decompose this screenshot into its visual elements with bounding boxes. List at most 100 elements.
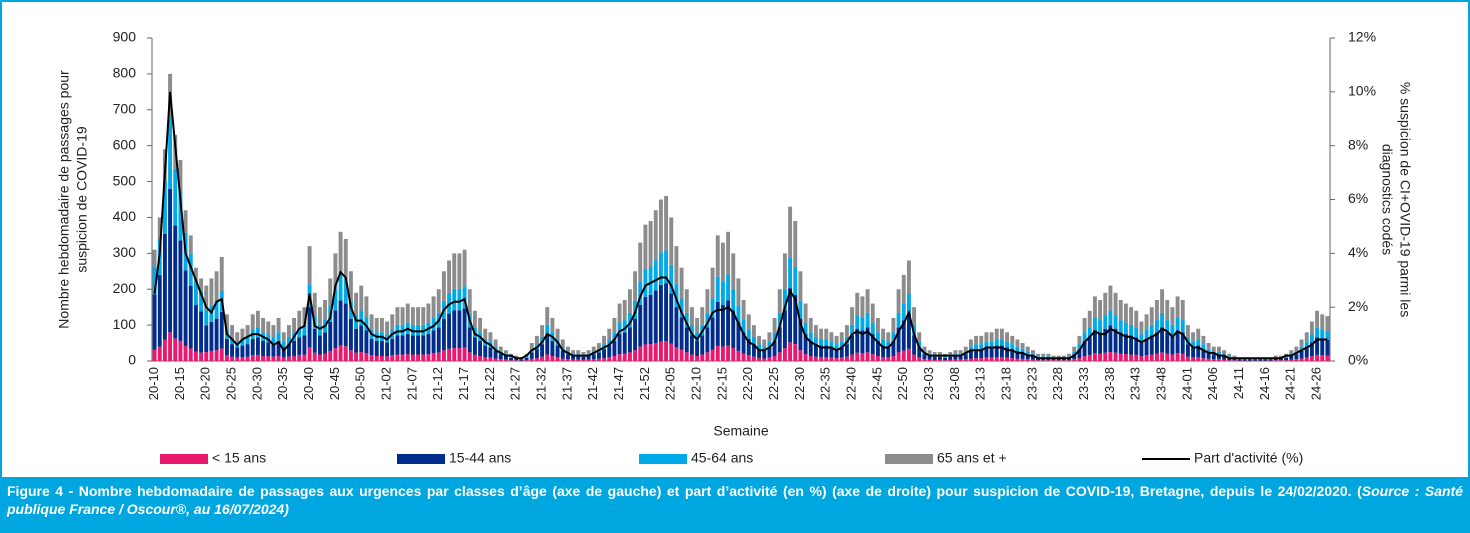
bar-segment <box>1067 360 1072 361</box>
bar-segment <box>560 350 565 359</box>
bar-segment <box>1284 356 1289 358</box>
bar-segment <box>1170 335 1175 355</box>
bar-segment <box>979 358 984 361</box>
bar-segment <box>359 310 364 326</box>
bar-segment <box>250 338 255 356</box>
bar-segment <box>178 190 183 241</box>
bar-segment <box>669 343 674 361</box>
bar-segment <box>829 332 834 342</box>
bar-segment <box>1046 356 1051 358</box>
bar-segment <box>514 358 519 361</box>
bar-segment <box>581 352 586 355</box>
bar-segment <box>710 317 715 350</box>
x-tick-label: 23-13 <box>973 367 988 400</box>
bar-segment <box>292 317 297 333</box>
bar-segment <box>1144 314 1149 330</box>
bar-segment <box>881 345 886 358</box>
bar-segment <box>581 359 586 361</box>
bar-segment <box>307 307 312 348</box>
bar-segment <box>705 289 710 313</box>
bar-segment <box>395 324 400 336</box>
bar-segment <box>1051 358 1056 361</box>
bar-segment <box>824 345 829 358</box>
bar-segment <box>808 355 813 361</box>
bar-segment <box>757 358 762 361</box>
bar-segment <box>803 322 808 335</box>
y2-tick-label: 4% <box>1348 244 1368 260</box>
bar-segment <box>369 338 374 356</box>
bar-segment <box>751 325 756 337</box>
bar-segment <box>571 350 576 354</box>
bar-segment <box>1149 354 1154 361</box>
bar-segment <box>188 348 193 361</box>
bar-segment <box>1118 332 1123 354</box>
bar-segment <box>1180 332 1185 354</box>
bar-segment <box>715 345 720 361</box>
bar-segment <box>1304 357 1309 361</box>
bar-segment <box>576 355 581 360</box>
bar-segment <box>1082 340 1087 356</box>
bar-segment <box>886 347 891 358</box>
y2-tick-label: 2% <box>1348 298 1368 314</box>
y-tick-label: 500 <box>113 172 137 188</box>
bar-segment <box>793 221 798 267</box>
bar-segment <box>865 312 870 328</box>
legend-swatch <box>639 454 687 464</box>
bar-segment <box>157 217 162 239</box>
bar-segment <box>385 321 390 335</box>
bar-segment <box>555 345 560 358</box>
bar-segment <box>1020 348 1025 353</box>
x-tick-label: 21-37 <box>559 367 574 400</box>
bar-segment <box>173 168 178 226</box>
bar-segment <box>1201 335 1206 345</box>
bar-segment <box>788 257 793 289</box>
bar-segment <box>875 332 880 341</box>
bar-segment <box>400 307 405 325</box>
bar-segment <box>855 315 860 329</box>
bar-segment <box>152 266 157 295</box>
bar-segment <box>1025 354 1030 360</box>
bar-segment <box>390 355 395 361</box>
bar-segment <box>1134 310 1139 328</box>
x-tick-label: 21-32 <box>534 367 549 400</box>
bar-segment <box>829 341 834 348</box>
bar-segment <box>302 354 307 361</box>
bar-segment <box>1299 346 1304 351</box>
y2-tick-label: 0% <box>1348 352 1368 368</box>
bar-segment <box>338 300 343 346</box>
bar-segment <box>1041 353 1046 357</box>
bar-segment <box>757 344 762 350</box>
bar-segment <box>633 350 638 361</box>
bar-segment <box>674 284 679 308</box>
bar-segment <box>524 356 529 358</box>
bar-segment <box>374 317 379 333</box>
bar-segment <box>1072 359 1077 361</box>
bar-segment <box>1165 299 1170 321</box>
bar-segment <box>984 347 989 358</box>
bar-segment <box>281 347 286 358</box>
bar-segment <box>1077 335 1082 345</box>
bar-segment <box>436 289 441 313</box>
bar-segment <box>715 301 720 346</box>
bar-segment <box>958 359 963 361</box>
bar-segment <box>157 346 162 361</box>
bar-segment <box>622 353 627 361</box>
bar-segment <box>803 354 808 361</box>
bar-segment <box>565 346 570 352</box>
bar-segment <box>1005 332 1010 342</box>
bar-segment <box>1304 341 1309 348</box>
bar-segment <box>1067 356 1072 358</box>
legend-label: < 15 ans <box>212 450 266 466</box>
bar-segment <box>886 332 891 342</box>
bar-segment <box>297 354 302 361</box>
bar-segment <box>813 336 818 345</box>
bar-segment <box>173 338 178 361</box>
x-tick-label: 22-50 <box>895 367 910 400</box>
bar-segment <box>1113 315 1118 329</box>
bar-segment <box>359 325 364 353</box>
bar-segment <box>664 250 669 284</box>
bar-segment <box>788 206 793 258</box>
bar-segment <box>1289 350 1294 354</box>
bar-segment <box>374 355 379 361</box>
bar-segment <box>922 354 927 360</box>
